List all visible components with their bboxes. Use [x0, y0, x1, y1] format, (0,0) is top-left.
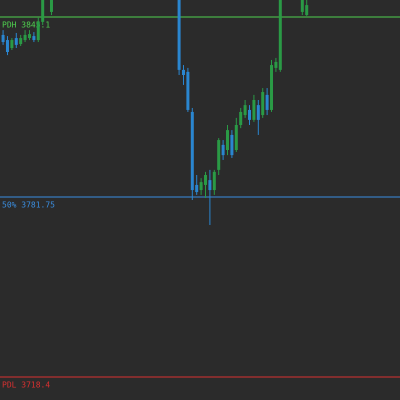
candle-body: [1, 34, 5, 43]
candle-body: [204, 175, 208, 185]
candle-body: [177, 0, 181, 70]
candle-body: [23, 34, 27, 41]
candle-body: [27, 34, 31, 39]
candle-body: [234, 125, 238, 150]
candle-body: [190, 111, 194, 191]
candle-body: [230, 134, 234, 156]
candle-body: [199, 182, 203, 191]
candle-body: [186, 71, 190, 110]
candle-body: [252, 100, 256, 120]
candle-body: [41, 0, 45, 22]
candle-body: [226, 130, 230, 150]
candle-body: [195, 184, 199, 193]
candle-body: [208, 180, 212, 191]
candle-body: [305, 5, 309, 16]
candle-body: [256, 105, 260, 120]
candle-body: [10, 40, 14, 49]
candle-body: [274, 61, 278, 68]
level-label: PDL 3718.4: [2, 380, 50, 389]
candle-body: [239, 111, 243, 125]
candle-body: [212, 171, 216, 191]
candle-body: [265, 94, 269, 110]
candle-body: [36, 21, 40, 41]
candle-body: [49, 0, 53, 12]
candle-body: [14, 38, 18, 45]
candle-body: [261, 92, 265, 116]
candle-body: [221, 144, 225, 156]
candle-body: [248, 109, 252, 120]
candle-body: [278, 0, 282, 70]
level-label: 50% 3781.75: [2, 201, 55, 210]
candle-body: [270, 65, 274, 110]
candle-body: [181, 69, 185, 75]
candle-body: [5, 40, 9, 52]
candle-body: [243, 105, 247, 116]
candle-body: [19, 38, 23, 45]
level-label: PDH 3845.1: [2, 21, 50, 30]
candle-body: [32, 36, 36, 41]
candle-body: [217, 140, 221, 170]
plot-area: PDH 3845.1 50% 3781.75 PDL 3718.4: [0, 0, 400, 389]
candle-body: [300, 0, 304, 12]
